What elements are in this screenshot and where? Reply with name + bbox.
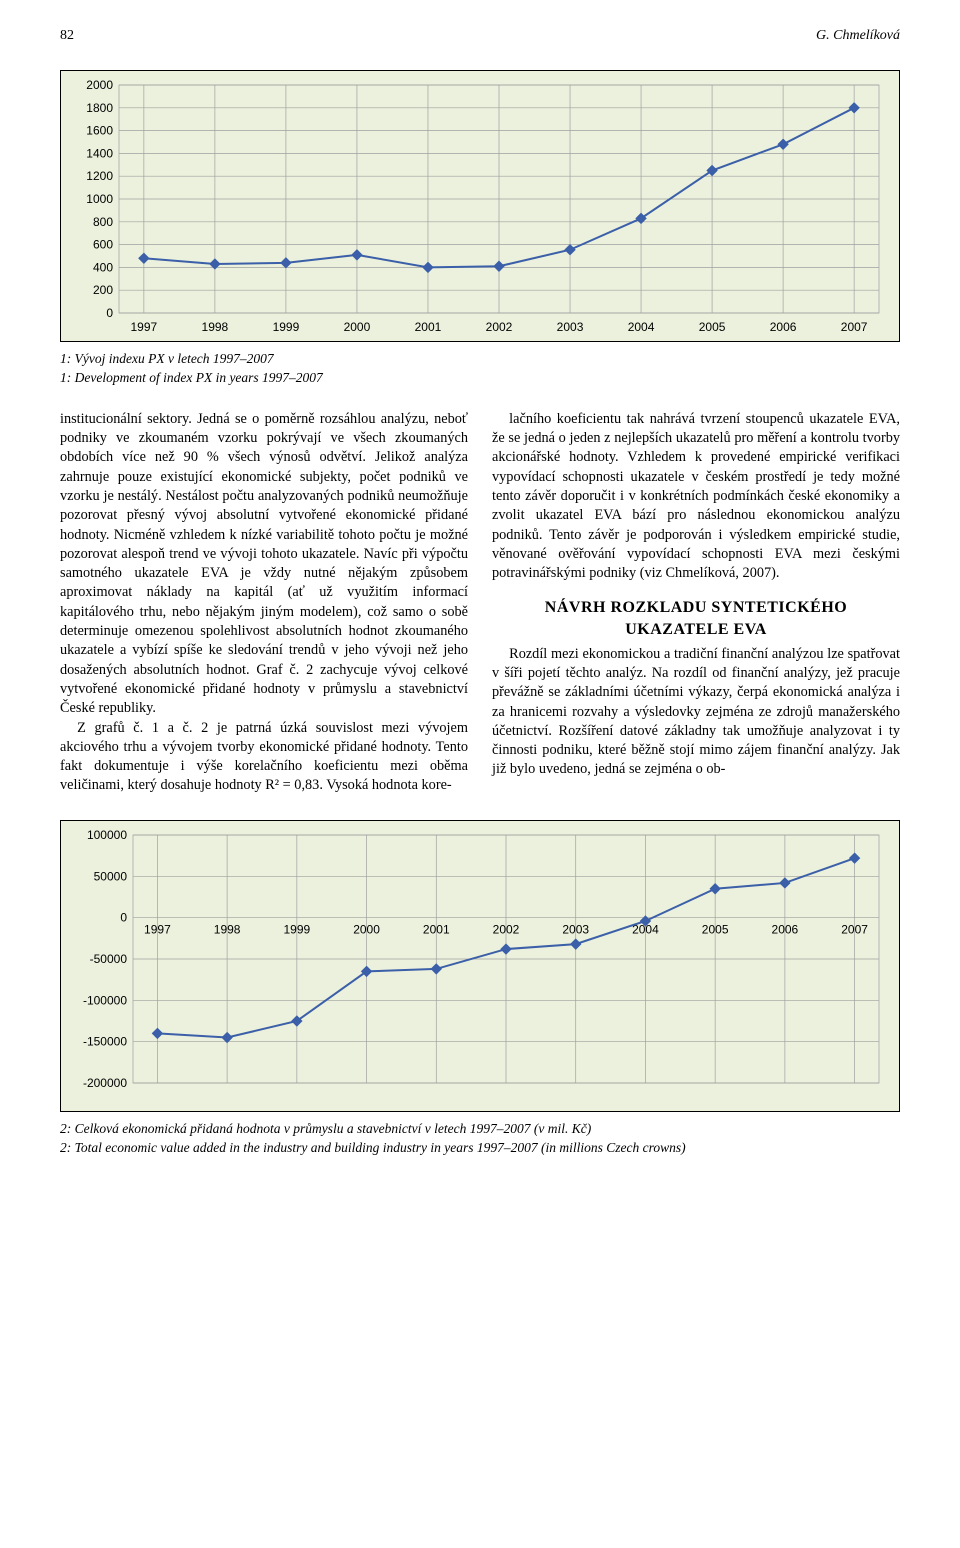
svg-text:1997: 1997 — [131, 320, 158, 334]
chart-2-container: -200000 -150000 -100000 -50000 0 50000 100000 1… — [60, 820, 900, 1112]
svg-text:600: 600 — [93, 238, 113, 252]
svg-text:2002: 2002 — [486, 320, 513, 334]
svg-text:2003: 2003 — [557, 320, 584, 334]
svg-text:2003: 2003 — [562, 922, 589, 936]
svg-text:1998: 1998 — [214, 922, 241, 936]
page-number: 82 — [60, 28, 74, 44]
body-text: institucionální sektory. Jedná se o pomě… — [60, 410, 900, 796]
svg-text:1999: 1999 — [273, 320, 300, 334]
svg-text:2000: 2000 — [353, 922, 380, 936]
svg-text:1200: 1200 — [86, 169, 113, 183]
svg-text:2000: 2000 — [344, 320, 371, 334]
svg-text:0: 0 — [106, 306, 113, 320]
caption-line: 1: Development of index PX in years 1997… — [60, 370, 323, 385]
svg-text:-150000: -150000 — [83, 1034, 127, 1048]
svg-text:2007: 2007 — [841, 922, 868, 936]
svg-text:2006: 2006 — [770, 320, 797, 334]
paragraph: Z grafů č. 1 a č. 2 je patrná úzká souvi… — [60, 719, 468, 796]
svg-text:1400: 1400 — [86, 146, 113, 160]
svg-text:2004: 2004 — [628, 320, 655, 334]
chart-1-caption: 1: Vývoj indexu PX v letech 1997–2007 1:… — [60, 350, 900, 388]
svg-text:2005: 2005 — [702, 922, 729, 936]
paragraph: lačního koeficientu tak nahrává tvrzení … — [492, 410, 900, 584]
caption-line: 2: Total economic value added in the ind… — [60, 1140, 686, 1155]
svg-text:800: 800 — [93, 215, 113, 229]
caption-line: 1: Vývoj indexu PX v letech 1997–2007 — [60, 351, 274, 366]
svg-text:1999: 1999 — [283, 922, 310, 936]
paragraph: institucionální sektory. Jedná se o pomě… — [60, 410, 468, 719]
svg-text:1998: 1998 — [202, 320, 229, 334]
svg-text:-50000: -50000 — [90, 952, 128, 966]
svg-text:50000: 50000 — [94, 869, 128, 883]
section-heading: NÁVRH ROZKLADU SYNTETICKÉHO UKAZATELE EV… — [492, 597, 900, 640]
svg-text:400: 400 — [93, 260, 113, 274]
paragraph: Rozdíl mezi ekonomickou a tradiční finan… — [492, 645, 900, 780]
svg-text:0: 0 — [120, 910, 127, 924]
svg-text:1600: 1600 — [86, 124, 113, 138]
chart-1-svg: 0 200 400 600 800 1000 1200 1400 1600 1800 2000 199… — [61, 71, 899, 341]
svg-text:2006: 2006 — [772, 922, 799, 936]
author-name: G. Chmelíková — [816, 28, 900, 44]
chart-1-container: 0 200 400 600 800 1000 1200 1400 1600 1800 2000 199… — [60, 70, 900, 342]
chart-2-svg: -200000 -150000 -100000 -50000 0 50000 100000 1… — [61, 821, 899, 1111]
svg-text:2000: 2000 — [86, 78, 113, 92]
svg-text:2005: 2005 — [699, 320, 726, 334]
svg-text:-200000: -200000 — [83, 1076, 127, 1090]
page-header: 82 G. Chmelíková — [60, 28, 900, 44]
chart-2-caption: 2: Celková ekonomická přidaná hodnota v … — [60, 1120, 900, 1158]
svg-text:1997: 1997 — [144, 922, 171, 936]
svg-text:2001: 2001 — [415, 320, 442, 334]
caption-line: 2: Celková ekonomická přidaná hodnota v … — [60, 1121, 591, 1136]
svg-text:2002: 2002 — [493, 922, 520, 936]
svg-text:100000: 100000 — [87, 828, 127, 842]
svg-text:-100000: -100000 — [83, 993, 127, 1007]
svg-text:1800: 1800 — [86, 101, 113, 115]
svg-text:200: 200 — [93, 283, 113, 297]
svg-text:2001: 2001 — [423, 922, 450, 936]
svg-text:1000: 1000 — [86, 192, 113, 206]
svg-text:2007: 2007 — [841, 320, 868, 334]
